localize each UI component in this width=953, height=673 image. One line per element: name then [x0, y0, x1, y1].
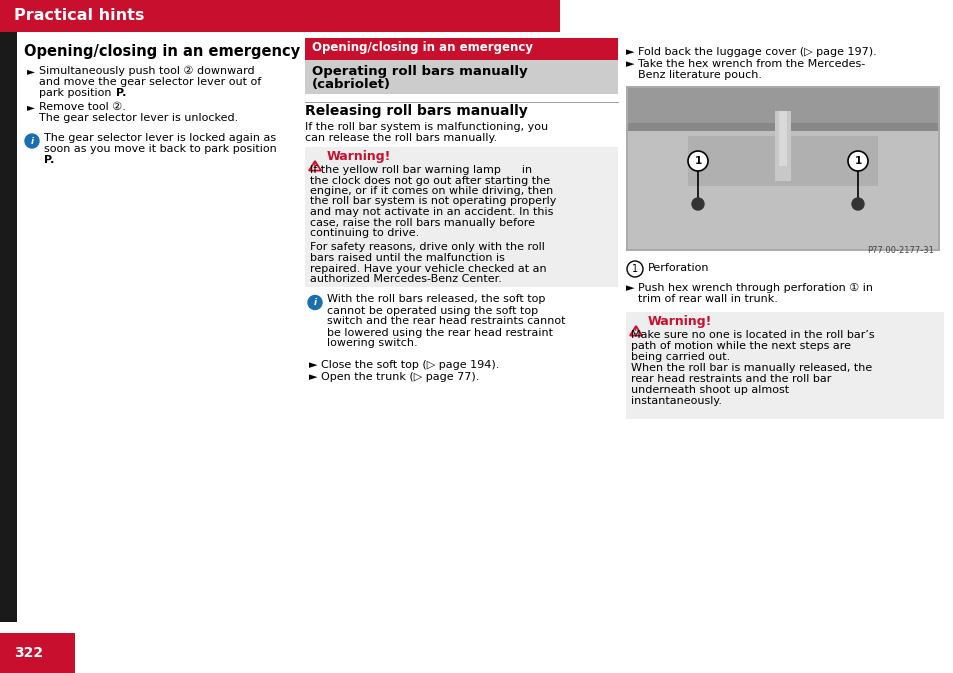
Circle shape [691, 198, 703, 210]
Text: Opening/closing in an emergency: Opening/closing in an emergency [24, 44, 300, 59]
Circle shape [626, 261, 642, 277]
Bar [0, 0, 559, 32]
Text: If the roll bar system is malfunctioning, you: If the roll bar system is malfunctioning… [305, 122, 548, 132]
Text: 1: 1 [631, 264, 638, 274]
Text: ► Fold back the luggage cover (▷ page 197).: ► Fold back the luggage cover (▷ page 19… [625, 47, 876, 57]
Text: Remove tool ②.: Remove tool ②. [39, 102, 126, 112]
Bar [627, 88, 937, 123]
Bar [627, 123, 937, 131]
Text: and may not activate in an accident. In this: and may not activate in an accident. In … [310, 207, 553, 217]
Text: P.: P. [116, 88, 126, 98]
Bar [625, 86, 939, 251]
Text: ► Push hex wrench through perforation ① in: ► Push hex wrench through perforation ① … [625, 283, 872, 293]
Text: trim of rear wall in trunk.: trim of rear wall in trunk. [638, 294, 777, 304]
Bar [0, 633, 75, 673]
Text: ► Take the hex wrench from the Mercedes-: ► Take the hex wrench from the Mercedes- [625, 59, 864, 69]
Bar [774, 111, 790, 181]
Bar [687, 136, 877, 186]
Text: If the yellow roll bar warning lamp      in: If the yellow roll bar warning lamp in [310, 165, 532, 175]
Text: ► Close the soft top (▷ page 194).: ► Close the soft top (▷ page 194). [309, 359, 498, 369]
Text: !: ! [313, 162, 316, 172]
Text: rear head restraints and the roll bar: rear head restraints and the roll bar [630, 374, 830, 384]
Text: Make sure no one is located in the roll bar’s: Make sure no one is located in the roll … [630, 330, 874, 340]
Text: For safety reasons, drive only with the roll: For safety reasons, drive only with the … [310, 242, 544, 252]
Bar [627, 88, 937, 249]
Text: ► Open the trunk (▷ page 77).: ► Open the trunk (▷ page 77). [309, 371, 478, 382]
Text: Opening/closing in an emergency: Opening/closing in an emergency [312, 41, 533, 54]
Text: the clock does not go out after starting the: the clock does not go out after starting… [310, 176, 550, 186]
Text: be lowered using the rear head restraint: be lowered using the rear head restraint [327, 328, 553, 337]
Text: the roll bar system is not operating properly: the roll bar system is not operating pro… [310, 197, 556, 207]
Text: !: ! [634, 328, 638, 336]
Text: can release the roll bars manually.: can release the roll bars manually. [305, 133, 497, 143]
Text: case, raise the roll bars manually before: case, raise the roll bars manually befor… [310, 217, 535, 227]
Text: cannot be operated using the soft top: cannot be operated using the soft top [327, 306, 537, 316]
Text: repaired. Have your vehicle checked at an: repaired. Have your vehicle checked at a… [310, 264, 546, 273]
Text: being carried out.: being carried out. [630, 352, 729, 362]
Text: 1: 1 [854, 156, 861, 166]
Bar [0, 32, 17, 622]
Text: Warning!: Warning! [647, 315, 712, 328]
Text: The gear selector lever is unlocked.: The gear selector lever is unlocked. [39, 113, 238, 123]
Bar [625, 312, 943, 419]
Circle shape [847, 151, 867, 171]
Text: Practical hints: Practical hints [14, 9, 144, 24]
Text: P77.00-2177-31: P77.00-2177-31 [866, 246, 933, 255]
Text: and move the gear selector lever out of: and move the gear selector lever out of [39, 77, 261, 87]
Text: lowering switch.: lowering switch. [327, 339, 417, 349]
Text: Warning!: Warning! [327, 150, 391, 163]
Text: bars raised until the malfunction is: bars raised until the malfunction is [310, 253, 504, 263]
Text: path of motion while the next steps are: path of motion while the next steps are [630, 341, 850, 351]
Text: P.: P. [44, 155, 54, 165]
Text: soon as you move it back to park position: soon as you move it back to park positio… [44, 144, 276, 154]
Text: instantaneously.: instantaneously. [630, 396, 721, 406]
Circle shape [308, 295, 322, 310]
Text: Releasing roll bars manually: Releasing roll bars manually [305, 104, 527, 118]
Bar [779, 111, 786, 166]
Text: (cabriolet): (cabriolet) [312, 78, 391, 91]
Text: Perforation: Perforation [647, 263, 709, 273]
Text: ►: ► [27, 102, 35, 112]
Text: switch and the rear head restraints cannot: switch and the rear head restraints cann… [327, 316, 565, 326]
Text: park position: park position [39, 88, 115, 98]
Text: ►: ► [27, 66, 35, 76]
Circle shape [25, 134, 39, 148]
Text: Simultaneously push tool ② downward: Simultaneously push tool ② downward [39, 66, 254, 76]
Text: continuing to drive.: continuing to drive. [310, 228, 418, 238]
Text: i: i [314, 298, 316, 307]
Text: When the roll bar is manually released, the: When the roll bar is manually released, … [630, 363, 871, 373]
Text: authorized Mercedes-Benz Center.: authorized Mercedes-Benz Center. [310, 274, 501, 284]
Bar [305, 147, 618, 287]
Circle shape [687, 151, 707, 171]
Text: Operating roll bars manually: Operating roll bars manually [312, 65, 527, 78]
Text: 322: 322 [14, 646, 43, 660]
Text: Benz literature pouch.: Benz literature pouch. [638, 70, 761, 80]
Text: i: i [30, 137, 33, 145]
Text: engine, or if it comes on while driving, then: engine, or if it comes on while driving,… [310, 186, 553, 196]
Text: 1: 1 [694, 156, 700, 166]
Circle shape [851, 198, 863, 210]
Text: The gear selector lever is locked again as: The gear selector lever is locked again … [44, 133, 275, 143]
Text: underneath shoot up almost: underneath shoot up almost [630, 385, 788, 395]
Bar [305, 38, 618, 60]
Text: With the roll bars released, the soft top: With the roll bars released, the soft to… [327, 295, 545, 304]
Bar [305, 60, 618, 94]
